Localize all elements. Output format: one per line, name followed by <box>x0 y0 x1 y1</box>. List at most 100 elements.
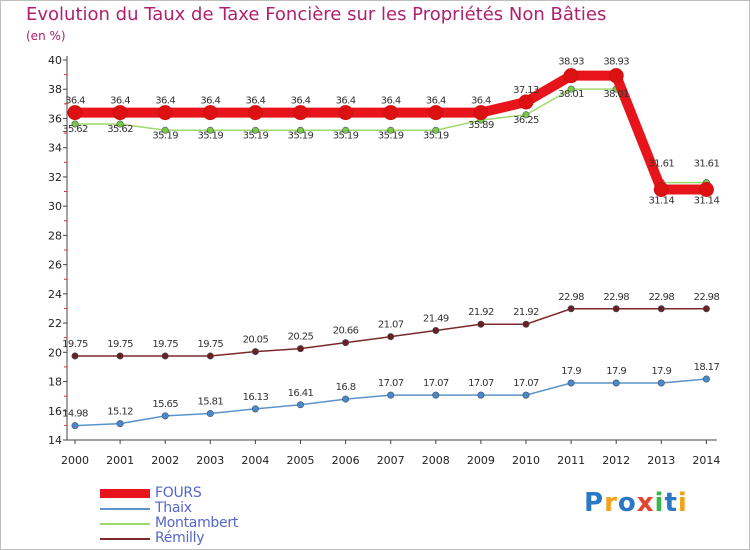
data-label-r-milly: 22.98 <box>558 292 584 303</box>
data-point-thaix <box>612 379 620 387</box>
data-label-r-milly: 20.25 <box>288 332 314 343</box>
y-tick-label: 26 <box>48 259 62 272</box>
data-label-thaix: 16.8 <box>336 382 356 393</box>
y-tick-label: 16 <box>48 405 62 418</box>
data-point-montambert <box>342 126 350 134</box>
x-tick-label: 2000 <box>61 454 89 467</box>
data-point-fours <box>338 105 354 121</box>
data-label-fours: 36.4 <box>336 96 356 107</box>
data-point-r-milly <box>612 305 620 313</box>
data-label-fours: 36.4 <box>381 96 401 107</box>
data-label-r-milly: 21.92 <box>468 307 494 318</box>
legend-label: FOURS <box>155 485 202 501</box>
data-point-montambert <box>387 126 395 134</box>
data-label-montambert: 35.62 <box>62 124 88 135</box>
x-tick-label: 2006 <box>332 454 360 467</box>
data-label-fours: 31.14 <box>648 195 674 206</box>
data-point-thaix <box>657 379 665 387</box>
data-point-fours <box>202 105 218 121</box>
x-tick-label: 2008 <box>422 454 450 467</box>
data-point-thaix <box>161 412 169 420</box>
data-point-fours <box>473 105 489 121</box>
data-label-r-milly: 20.05 <box>243 335 269 346</box>
data-label-thaix: 17.9 <box>561 366 581 377</box>
x-tick-label: 2011 <box>557 454 585 467</box>
data-label-thaix: 16.13 <box>243 392 269 403</box>
data-label-r-milly: 21.07 <box>378 320 404 331</box>
data-label-fours: 31.14 <box>694 195 720 206</box>
data-label-montambert: 35.62 <box>107 124 133 135</box>
data-point-fours <box>247 105 263 121</box>
x-tick-label: 2013 <box>647 454 675 467</box>
x-tick-label: 2010 <box>512 454 540 467</box>
data-label-thaix: 15.12 <box>107 407 133 418</box>
data-point-thaix <box>251 405 259 413</box>
proxiti-logo: Proxiti <box>584 488 688 518</box>
legend-swatch <box>100 508 150 510</box>
data-label-r-milly: 22.98 <box>603 292 629 303</box>
data-point-thaix <box>342 395 350 403</box>
y-tick-label: 24 <box>48 288 62 301</box>
legend-label: Montambert <box>155 515 238 531</box>
legend-label: Thaix <box>155 500 192 516</box>
data-point-montambert <box>522 111 530 119</box>
data-label-montambert: 35.19 <box>243 130 269 141</box>
data-point-r-milly <box>387 333 395 341</box>
legend-swatch <box>100 489 150 498</box>
data-label-thaix: 18.17 <box>694 362 720 373</box>
data-label-montambert: 35.19 <box>288 130 314 141</box>
data-point-fours <box>518 94 534 110</box>
data-label-thaix: 17.07 <box>423 378 449 389</box>
data-point-thaix <box>296 401 304 409</box>
legend-label: Rémilly <box>155 530 205 546</box>
data-point-r-milly <box>522 320 530 328</box>
y-tick-label: 28 <box>48 229 62 242</box>
x-tick-label: 2003 <box>196 454 224 467</box>
data-label-thaix: 17.9 <box>606 366 626 377</box>
x-tick-label: 2007 <box>377 454 405 467</box>
data-point-r-milly <box>657 305 665 313</box>
data-point-r-milly <box>206 352 214 360</box>
data-label-r-milly: 21.92 <box>513 307 539 318</box>
data-label-r-milly: 19.75 <box>107 339 133 350</box>
data-point-fours <box>67 105 83 121</box>
data-label-fours: 36.4 <box>245 96 265 107</box>
data-point-thaix <box>567 379 575 387</box>
data-label-r-milly: 22.98 <box>694 292 720 303</box>
data-point-montambert <box>432 126 440 134</box>
data-label-r-milly: 21.49 <box>423 314 449 325</box>
data-label-montambert: 31.61 <box>648 159 674 170</box>
y-tick-label: 32 <box>48 171 62 184</box>
data-label-fours: 36.4 <box>65 96 85 107</box>
y-tick-label: 38 <box>48 83 62 96</box>
data-label-thaix: 15.81 <box>197 397 223 408</box>
data-point-r-milly <box>567 305 575 313</box>
chart-unit-label: (en %) <box>26 29 66 43</box>
data-point-montambert <box>71 120 79 128</box>
data-label-thaix: 17.07 <box>513 378 539 389</box>
data-point-fours <box>293 105 308 121</box>
data-point-r-milly <box>342 339 350 347</box>
data-point-montambert <box>116 120 124 128</box>
x-tick-label: 2014 <box>692 454 720 467</box>
data-point-thaix <box>116 420 124 428</box>
data-label-r-milly: 20.66 <box>333 326 359 337</box>
data-point-fours <box>157 105 173 121</box>
data-point-r-milly <box>161 352 169 360</box>
data-point-fours <box>112 105 128 121</box>
data-point-thaix <box>432 391 440 399</box>
data-label-fours: 36.4 <box>200 96 220 107</box>
chart-title: Evolution du Taux de Taxe Foncière sur l… <box>26 4 607 25</box>
data-point-thaix <box>522 391 530 399</box>
data-label-montambert: 35.19 <box>378 130 404 141</box>
data-point-r-milly <box>432 327 440 335</box>
data-point-r-milly <box>702 305 710 313</box>
data-point-montambert <box>161 126 169 134</box>
x-tick-label: 2002 <box>151 454 179 467</box>
data-label-fours: 36.4 <box>426 96 446 107</box>
y-tick-label: 14 <box>48 434 62 447</box>
x-tick-label: 2009 <box>467 454 495 467</box>
data-point-r-milly <box>477 320 485 328</box>
data-point-thaix <box>702 375 710 383</box>
